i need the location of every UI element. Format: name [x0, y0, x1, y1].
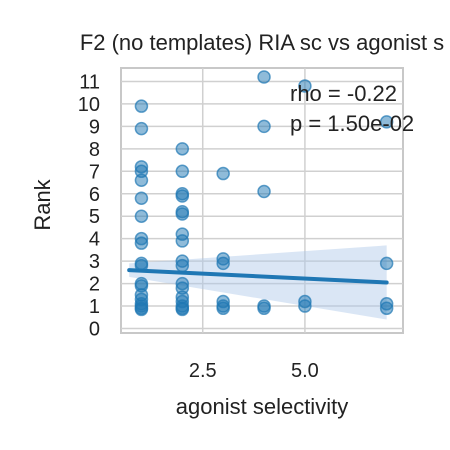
data-point [134, 302, 149, 317]
confidence-band [129, 245, 387, 320]
data-point [257, 119, 271, 134]
data-point [175, 164, 190, 179]
data-point [379, 301, 394, 316]
y-tick-label: 11 [79, 71, 100, 93]
y-tick-label: 4 [89, 229, 100, 251]
data-point [134, 191, 149, 206]
y-tick-label: 2 [89, 274, 100, 296]
data-point [175, 302, 190, 317]
x-axis-label: agonist selectivity [176, 394, 348, 419]
y-tick-label: 8 [89, 139, 100, 161]
data-point [216, 301, 230, 316]
x-tick-labels: 2.5 5.0 [189, 360, 319, 382]
data-point [379, 115, 394, 129]
data-point [298, 299, 312, 313]
y-tick-label: 7 [89, 161, 100, 183]
y-tick-label: 6 [89, 184, 100, 206]
y-tick-label: 10 [78, 94, 100, 116]
plot-area [120, 67, 404, 334]
data-point [175, 189, 190, 203]
data-point [298, 79, 312, 93]
x-tick-label: 2.5 [189, 360, 217, 382]
regression-line-path [127, 268, 389, 285]
x-tick-label: 5.0 [291, 360, 319, 382]
data-point [257, 70, 271, 84]
y-tick-label: 3 [89, 251, 100, 273]
data-point [216, 256, 230, 271]
confidence-band-area [129, 245, 387, 320]
chart-title: F2 (no templates) RIA sc vs agonist s [80, 30, 444, 55]
data-point [134, 121, 149, 136]
data-point [175, 234, 190, 248]
y-axis-label: Rank [30, 178, 55, 230]
y-tick-label: 9 [89, 116, 100, 138]
data-point [257, 301, 271, 316]
data-point [257, 184, 271, 199]
data-point [175, 258, 190, 273]
data-point [175, 142, 190, 156]
data-point [134, 209, 149, 223]
y-tick-label: 0 [89, 319, 100, 341]
data-point [134, 173, 149, 188]
data-point [216, 166, 230, 181]
data-points [134, 70, 394, 317]
regression-line [127, 268, 389, 285]
y-tick-label: 5 [89, 206, 100, 228]
plot-frame [120, 67, 404, 334]
data-point [134, 99, 149, 113]
rho-annotation: rho = -0.22 [290, 81, 397, 106]
data-point [175, 207, 190, 221]
y-tick-label: 1 [89, 296, 100, 318]
p-value-annotation: p = 1.50e-02 [290, 111, 414, 136]
data-point [379, 256, 394, 271]
data-point [134, 236, 149, 250]
